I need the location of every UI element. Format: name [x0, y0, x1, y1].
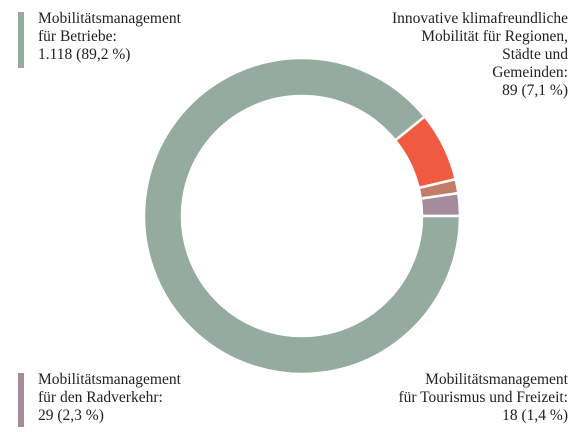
segment-label: Mobilitätsmanagement für Betriebe: 1.118 … — [38, 10, 181, 64]
category-label: Mobilitätsmanagement für Tourismus und F… — [398, 371, 568, 406]
category-label: Mobilitätsmanagement für Betriebe: — [38, 10, 181, 45]
segment-label: Innovative klimafreundliche Mobilität fü… — [392, 10, 568, 100]
legend-swatch — [18, 12, 24, 68]
value-label: 18 (1,4 %) — [502, 407, 568, 424]
legend-swatch — [18, 373, 24, 427]
segment-label: Mobilitätsmanagement für Tourismus und F… — [398, 371, 568, 425]
donut-segment — [142, 56, 462, 376]
category-label: Mobilitätsmanagement für den Radverkehr: — [38, 371, 181, 406]
value-label: 1.118 (89,2 %) — [38, 46, 131, 63]
value-label: 89 (7,1 %) — [502, 82, 568, 99]
value-label: 29 (2,3 %) — [38, 407, 104, 424]
donut-segment — [419, 191, 462, 218]
segment-label: Mobilitätsmanagement für den Radverkehr:… — [38, 371, 181, 425]
category-label: Innovative klimafreundliche Mobilität fü… — [391, 10, 568, 81]
